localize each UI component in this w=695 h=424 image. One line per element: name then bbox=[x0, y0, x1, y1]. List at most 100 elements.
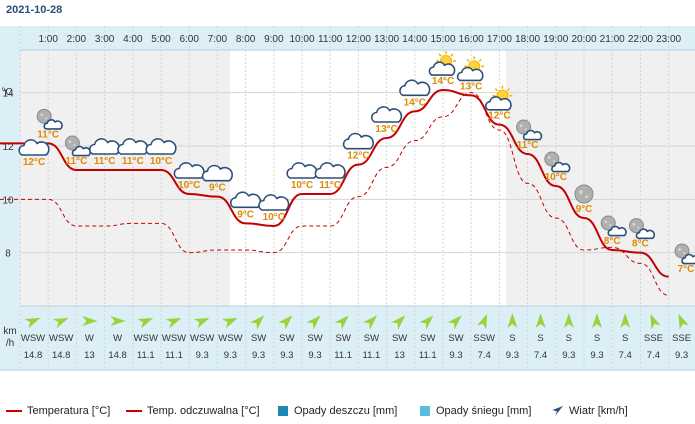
wind-arrow-shape bbox=[82, 316, 98, 326]
wind-speed-label: 11.1 bbox=[419, 350, 437, 361]
moon-cloud-icon bbox=[674, 243, 695, 265]
wind-arrow-icon bbox=[362, 315, 378, 330]
wind-arrow-icon bbox=[419, 315, 434, 330]
hour-label: 19:00 bbox=[543, 34, 568, 45]
legend-feels-like[interactable]: Temp. odczuwalna [°C] bbox=[126, 405, 260, 417]
hour-label: 11:00 bbox=[318, 34, 343, 45]
wind-speed-label: 13 bbox=[84, 350, 95, 361]
cloud-icon bbox=[230, 191, 262, 209]
hour-label: 5:00 bbox=[151, 34, 171, 45]
wind-arrow-shape bbox=[362, 315, 378, 330]
hour-label: 6:00 bbox=[179, 34, 199, 45]
temp-label: 9°C bbox=[209, 183, 226, 194]
wind-arrow-shape bbox=[193, 317, 210, 329]
wind-arrow-shape bbox=[419, 315, 434, 330]
wind-arrow-shape bbox=[278, 315, 293, 330]
wind-arrow-icon bbox=[476, 313, 488, 330]
wind-direction-label: S bbox=[594, 333, 600, 344]
hourly-forecast-chart: 1:00 2:00 3:00 4:00 5:00 6:00 7:00 8:00 9:00 10:0… bbox=[0, 26, 695, 371]
legend-wind[interactable]: Wiatr [km/h] bbox=[552, 405, 628, 417]
temp-label: 9°C bbox=[576, 204, 593, 215]
cloud-shape bbox=[456, 66, 484, 82]
legend-temperature[interactable]: Temperatura [°C] bbox=[6, 405, 110, 417]
moon-shape bbox=[544, 151, 560, 167]
wind-cell: SW 11.1 bbox=[362, 315, 381, 361]
moon-cloud-icon bbox=[36, 108, 63, 130]
legend-rain[interactable]: Opady deszczu [mm] bbox=[278, 405, 397, 417]
wind-direction-label: S bbox=[566, 333, 572, 344]
hour-label: 15:00 bbox=[430, 34, 455, 45]
weather-widget: 2021-10-28 1:00 2:00 3:00 4:00 5:00 6:00 7:00 8… bbox=[0, 4, 695, 417]
wind-cell: SSE 7.4 bbox=[644, 313, 663, 361]
moon-crater bbox=[40, 113, 44, 117]
cloud-icon bbox=[371, 106, 403, 123]
temp-label: 11°C bbox=[319, 180, 341, 191]
wind-arrow-shape bbox=[507, 313, 518, 328]
moon-icon bbox=[574, 184, 594, 204]
wind-speed-label: 11.1 bbox=[363, 350, 381, 361]
hour-label: 7:00 bbox=[208, 34, 228, 45]
wind-speed-label: 9.3 bbox=[224, 350, 237, 361]
moon-crater bbox=[552, 160, 555, 163]
wind-arrow-icon bbox=[165, 317, 182, 329]
wind-speed-label: 7.4 bbox=[647, 350, 660, 361]
wind-speed-label: 9.3 bbox=[675, 350, 688, 361]
wind-direction-label: SW bbox=[392, 333, 407, 344]
sun-ray bbox=[478, 58, 482, 62]
temperature-series-line bbox=[0, 88, 669, 278]
hour-label: 12:00 bbox=[346, 34, 371, 45]
wind-arrow-icon bbox=[447, 315, 462, 330]
moon-crater bbox=[68, 140, 72, 144]
wind-speed-label: 9.3 bbox=[196, 350, 209, 361]
cloud-icon bbox=[145, 138, 177, 155]
wind-speed-label: 9.3 bbox=[449, 350, 462, 361]
temp-label: 9°C bbox=[237, 209, 254, 220]
cloud-icon bbox=[173, 162, 205, 179]
feels-like-series-line bbox=[0, 92, 669, 296]
wind-arrow-icon bbox=[110, 316, 126, 326]
hour-label: 10:00 bbox=[289, 34, 314, 45]
temp-label: 12°C bbox=[347, 151, 369, 162]
wind-speed-label: 9.3 bbox=[562, 350, 575, 361]
temp-label: 11°C bbox=[37, 129, 59, 140]
wind-arrow-icon bbox=[222, 317, 238, 329]
wind-arrow-shape bbox=[306, 315, 321, 330]
wind-arrow-icon bbox=[535, 313, 546, 328]
wind-speed-label: 9.3 bbox=[252, 350, 265, 361]
wind-arrow-icon bbox=[24, 317, 41, 329]
cloud-icon bbox=[342, 132, 374, 150]
wind-arrow-shape bbox=[334, 315, 349, 330]
y-tick-label: 10 bbox=[2, 195, 14, 206]
wind-cell: SW 13 bbox=[391, 315, 407, 361]
wind-speed-label: 14.8 bbox=[24, 350, 43, 361]
temp-label: 11°C bbox=[517, 140, 539, 151]
cloud-shape bbox=[607, 225, 627, 237]
temp-label: 8°C bbox=[604, 236, 621, 247]
cloud-icon bbox=[286, 162, 318, 179]
y-axis: °C 8 10 12 14 km/h bbox=[1, 87, 16, 349]
cloud-shape bbox=[201, 164, 233, 182]
wind-arrow-shape bbox=[110, 316, 126, 326]
sun-cloud-icon bbox=[456, 56, 485, 82]
hour-label: 2:00 bbox=[67, 34, 87, 45]
cloud-shape bbox=[371, 106, 403, 123]
wind-arrow-icon bbox=[678, 313, 689, 330]
cloud-shape bbox=[399, 79, 431, 97]
moon-cloud-icon bbox=[516, 119, 543, 141]
wind-direction-label: SSE bbox=[672, 333, 691, 344]
moon-crater bbox=[73, 144, 76, 147]
moon-crater bbox=[524, 128, 527, 131]
cloud-shape bbox=[485, 96, 512, 111]
wind-arrow-shape bbox=[535, 313, 546, 328]
wind-arrow-icon bbox=[592, 313, 602, 328]
night-shade-right bbox=[506, 50, 695, 306]
wind-cell: WSW 9.3 bbox=[218, 317, 243, 361]
temp-label: 12°C bbox=[23, 157, 45, 168]
wind-cell: W 14.8 bbox=[108, 316, 127, 361]
wind-speed-label: 14.8 bbox=[52, 350, 71, 361]
y-unit-label: °C bbox=[1, 87, 12, 98]
legend-snow[interactable]: Opady śniegu [mm] bbox=[420, 405, 531, 417]
wind-direction-label: WSW bbox=[21, 333, 45, 344]
wind-cell: WSW 14.8 bbox=[49, 317, 73, 361]
hour-label: 4:00 bbox=[123, 34, 143, 45]
